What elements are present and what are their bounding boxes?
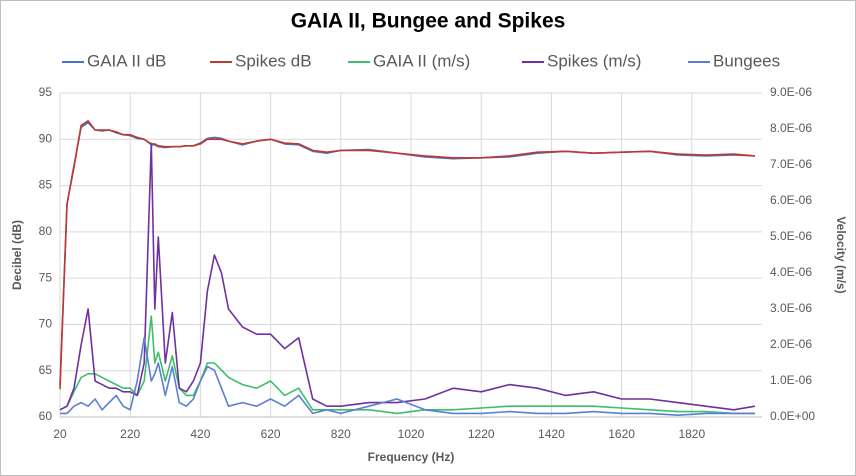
y-tick-label: 75 [39,270,53,284]
y-tick-label: 60 [39,409,53,423]
y2-tick-label: 0.0E+00 [770,409,815,423]
legend-label: Spikes dB [235,51,312,70]
x-tick-label: 420 [190,427,210,441]
legend-label: Spikes (m/s) [547,51,641,70]
y2-axis-title: Velocity (m/s) [834,216,848,293]
y-tick-label: 65 [39,363,53,377]
y-tick-label: 70 [39,317,53,331]
series-line [59,142,756,411]
y-tick-label: 80 [39,224,53,238]
y2-tick-label: 4.0E-06 [770,265,812,279]
y2-tick-label: 9.0E-06 [770,85,812,99]
y-axis-title: Decibel (dB) [10,220,24,290]
x-tick-label: 820 [331,427,351,441]
y2-tick-label: 6.0E-06 [770,193,812,207]
legend-label: GAIA II (m/s) [373,51,470,70]
y2-tick-label: 1.0E-06 [770,373,812,387]
legend-label: GAIA II dB [87,51,166,70]
y2-tick-label: 7.0E-06 [770,157,812,171]
y2-tick-label: 5.0E-06 [770,229,812,243]
y-tick-label: 85 [39,178,53,192]
x-tick-label: 1420 [538,427,565,441]
series-line [59,121,756,385]
x-tick-label: 1620 [608,427,635,441]
y2-tick-label: 2.0E-06 [770,337,812,351]
y-tick-label: 90 [39,131,53,145]
y-tick-label: 95 [39,85,53,99]
x-tick-label: 1820 [678,427,705,441]
series-line [60,337,755,416]
x-tick-label: 620 [261,427,281,441]
legend-label: Bungees [713,51,780,70]
x-tick-label: 20 [53,427,67,441]
y2-tick-label: 3.0E-06 [770,301,812,315]
x-axis-title: Frequency (Hz) [368,450,455,464]
series-line [59,120,756,390]
x-tick-label: 220 [120,427,140,441]
chart-title: GAIA II, Bungee and Spikes [291,10,566,33]
y2-tick-label: 8.0E-06 [770,121,812,135]
x-tick-label: 1020 [398,427,425,441]
x-tick-label: 1220 [468,427,495,441]
series-line [59,315,755,415]
